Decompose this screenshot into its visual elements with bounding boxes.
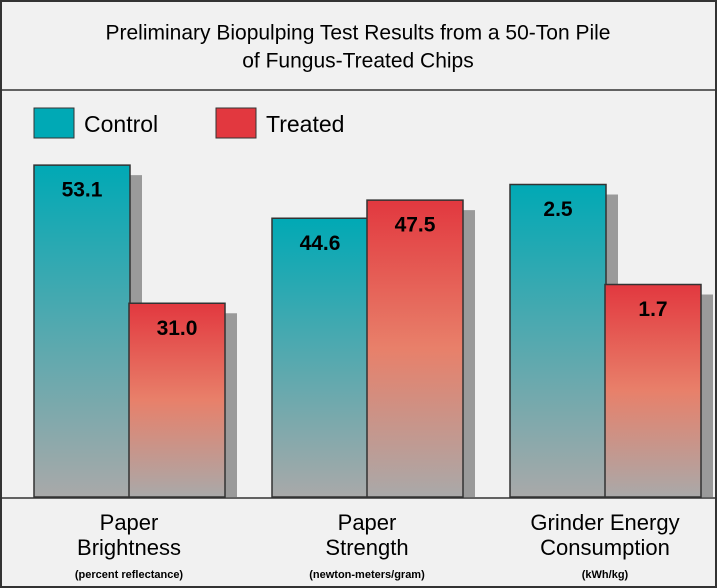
bar [604, 283, 702, 498]
x-tick-label: Consumption [540, 535, 670, 560]
bar [271, 217, 369, 498]
bar [509, 183, 607, 498]
x-tick-label: Paper [100, 510, 159, 535]
category-unit: (percent reflectance) [75, 569, 184, 581]
x-tick-label: Grinder Energy [530, 510, 679, 535]
x-tick-label: Brightness [77, 535, 181, 560]
x-tick-label: Strength [325, 535, 408, 560]
legend-label: Control [84, 111, 158, 137]
value-label: 31.0 [157, 317, 198, 340]
value-label: 2.5 [543, 198, 573, 221]
legend-swatch [215, 107, 257, 139]
value-label: 1.7 [638, 298, 667, 321]
chart-title: of Fungus-Treated Chips [242, 50, 474, 73]
category-unit: (newton-meters/gram) [309, 569, 425, 581]
bar [33, 164, 131, 498]
value-label: 44.6 [300, 232, 341, 255]
bar [128, 302, 226, 498]
bar [366, 199, 464, 498]
legend-label: Treated [266, 111, 344, 137]
x-tick-label: Paper [338, 510, 397, 535]
legend-swatch [33, 107, 75, 139]
value-label: 53.1 [62, 179, 103, 202]
chart-title: Preliminary Biopulping Test Results from… [105, 22, 610, 45]
value-label: 47.5 [395, 214, 436, 237]
category-unit: (kWh/kg) [582, 569, 629, 581]
